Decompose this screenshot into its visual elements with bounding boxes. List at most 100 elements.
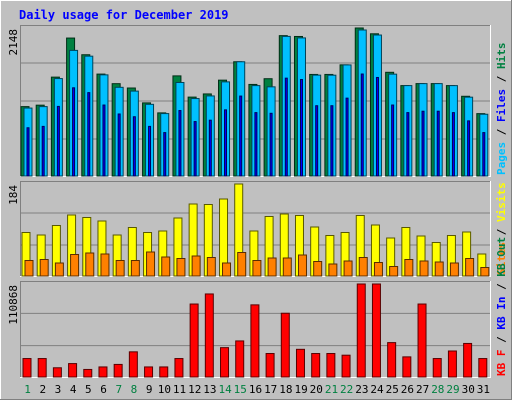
bar-pages: [102, 104, 106, 177]
bar-kb-f: [387, 342, 397, 378]
bar-sites: [252, 260, 262, 277]
bar-sites: [343, 260, 353, 277]
x-tick-label: 21: [325, 383, 338, 396]
legend-item: Files: [495, 89, 508, 122]
bar-pages: [72, 87, 76, 177]
bar-kb-f: [220, 347, 230, 378]
x-tick-label: 22: [340, 383, 353, 396]
legend-item: /: [495, 277, 508, 297]
bar-kb-f: [189, 303, 199, 378]
legend-item: Visits: [495, 182, 508, 222]
bar-kb-f: [295, 348, 305, 378]
bar-pages: [148, 125, 152, 177]
bar-kb-f: [432, 358, 442, 378]
bar-pages: [451, 112, 455, 177]
x-tick-label: 19: [294, 383, 307, 396]
bar-sites: [54, 262, 64, 277]
x-tick-label: 1: [24, 383, 31, 396]
legend-item: KB F: [495, 350, 508, 377]
x-tick-label: 14: [218, 383, 232, 396]
bar-kb-f: [478, 358, 488, 378]
bar-kb-f: [447, 350, 457, 378]
bar-pages: [299, 79, 303, 177]
bar-kb-f: [83, 368, 93, 378]
legend-visits: Sites / Visits: [495, 182, 508, 275]
bar-kb-f: [341, 354, 351, 378]
bar-sites: [176, 258, 186, 277]
bar-kb-f: [235, 340, 245, 378]
bar-sites: [130, 260, 140, 277]
bar-kb-f: [250, 304, 260, 378]
bar-pages: [224, 109, 228, 177]
legend-item: Hits: [495, 43, 508, 70]
legend-item: /: [495, 330, 508, 350]
x-tick-label: 20: [310, 383, 323, 396]
legend-item: KB Out: [495, 237, 508, 277]
bar-sites: [297, 254, 307, 277]
bar-pages: [239, 95, 243, 177]
bar-kb-f: [37, 358, 47, 378]
bar-sites: [465, 258, 475, 277]
x-tick-label: 10: [158, 383, 171, 396]
bar-sites: [267, 257, 277, 277]
bar-sites: [70, 254, 80, 277]
y-max-label-hits: 2148: [7, 29, 20, 56]
bar-pages: [391, 104, 395, 177]
series-kb-f: [22, 283, 488, 378]
bar-pages: [132, 116, 136, 177]
bar-sites: [191, 255, 201, 277]
legend-item: Pages: [495, 142, 508, 175]
bar-pages: [269, 112, 273, 177]
legend-hits: Pages / Files / Hits: [495, 43, 508, 176]
bar-sites: [282, 257, 292, 277]
bar-pages: [482, 132, 486, 177]
x-tick-label: 7: [115, 383, 122, 396]
y-max-label-kbytes: 110868: [7, 285, 20, 325]
y-max-label-visits: 184: [7, 185, 20, 205]
bar-sites: [24, 260, 34, 277]
bar-kb-f: [144, 366, 154, 378]
x-tick-label: 18: [279, 383, 292, 396]
bar-sites: [389, 266, 399, 277]
legend-item: /: [495, 122, 508, 142]
bar-kb-f: [463, 342, 473, 378]
chart-panels: 2148 Pages / Files / Hits 184 Sites / Visit…: [7, 25, 508, 378]
x-tick-label: 15: [234, 383, 247, 396]
bar-pages: [330, 105, 334, 177]
legend-item: Sites: [495, 242, 508, 275]
bar-pages: [56, 105, 60, 177]
bar-kb-f: [402, 356, 412, 378]
panel-kbytes: 110868 KB F / KB In / KB Out: [7, 237, 508, 378]
bar-kb-f: [174, 358, 184, 378]
bar-sites: [115, 260, 125, 277]
x-tick-label: 24: [370, 383, 384, 396]
bar-sites: [434, 261, 444, 277]
bar-sites: [222, 262, 232, 277]
bar-sites: [146, 251, 156, 277]
bar-pages: [87, 92, 91, 177]
bar-pages: [467, 120, 471, 177]
bar-pages: [163, 132, 167, 177]
x-tick-label: 29: [446, 383, 459, 396]
bar-sites: [480, 267, 490, 277]
x-tick-label: 2: [39, 383, 46, 396]
bar-pages: [208, 119, 212, 177]
bar-sites: [85, 252, 95, 277]
bar-sites: [206, 257, 216, 277]
panel-hits: 2148 Pages / Files / Hits: [7, 25, 508, 177]
bar-pages: [345, 97, 349, 177]
bar-kb-f: [113, 363, 123, 378]
panel-visits: 184 Sites / Visits: [7, 181, 508, 277]
x-tick-label: 13: [203, 383, 216, 396]
x-tick-label: 8: [131, 383, 138, 396]
x-axis-labels: 1 2 3 4 5 6 7 8 9 10 11 12 13 14 15 16 17 18 19 20 21 22 23 24 2…: [24, 383, 490, 396]
bar-kb-f: [52, 367, 62, 378]
x-tick-label: 26: [401, 383, 414, 396]
bar-kb-f: [265, 353, 275, 378]
bar-pages: [254, 112, 258, 177]
x-tick-label: 27: [416, 383, 429, 396]
x-tick-label: 17: [264, 383, 277, 396]
x-tick-label: 11: [173, 383, 186, 396]
